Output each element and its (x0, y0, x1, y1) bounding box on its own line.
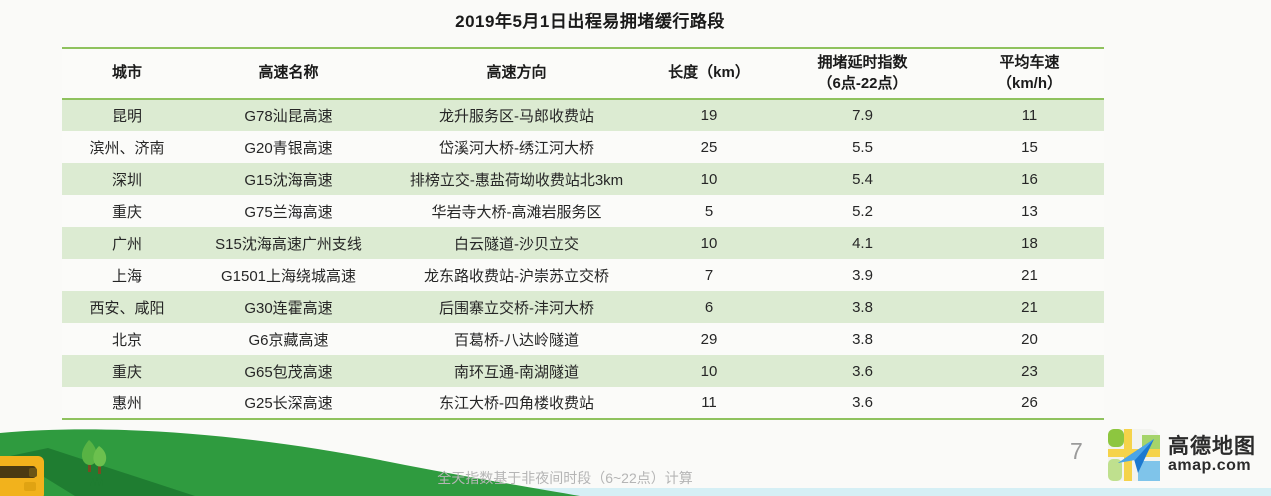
table-row: 重庆 G65包茂高速 南环互通-南湖隧道 10 3.6 23 (62, 355, 1104, 387)
table-cell: 11 (701, 394, 717, 411)
table-cell: 滨州、济南 (89, 139, 165, 157)
table-cell: G6京藏高速 (248, 331, 329, 349)
congestion-table: 城市 高速名称 高速方向 长度（km） 拥堵延时指数 （6点-22点） 平均车速 (62, 47, 1104, 420)
table-cell: 10 (700, 234, 718, 252)
table-cell: 19 (700, 107, 718, 124)
water-strip-decoration (0, 488, 1271, 496)
table-cell: 10 (700, 170, 718, 188)
table-row: 深圳 G15沈海高速 排榜立交-惠盐荷坳收费站北3km 10 5.4 16 (62, 163, 1104, 195)
table-cell: 3.6 (852, 394, 873, 411)
table-cell: 5.2 (852, 202, 873, 220)
brand-name: 高德地图 (1168, 434, 1256, 458)
table-cell: 21 (1021, 298, 1038, 316)
table-cell: 惠州 (111, 395, 142, 412)
table-cell: G1501上海绕城高速 (220, 267, 357, 285)
page-number: 7 (1070, 438, 1083, 464)
table-row: 重庆 G75兰海高速 华岩寺大桥-高滩岩服务区 5 5.2 13 (62, 195, 1104, 227)
col-header-highway-name: 高速名称 (258, 64, 319, 82)
brand-logo: 高德地图 amap.com (1108, 429, 1256, 481)
table-cell: 3.8 (852, 298, 873, 316)
table-cell: 18 (1021, 234, 1038, 252)
table-cell: 白云隧道-沙贝立交 (454, 235, 579, 253)
hill-shape (0, 429, 580, 496)
table-row: 北京 G6京藏高速 百葛桥-八达岭隧道 29 3.8 20 (62, 323, 1104, 355)
col-header-delay-index: 拥堵延时指数 （6点-22点） (817, 54, 908, 92)
table-cell: 15 (1021, 138, 1038, 156)
table-row: 滨州、济南 G20青银高速 岱溪河大桥-绣江河大桥 25 5.5 15 (62, 131, 1104, 163)
table-cell: 7.9 (852, 107, 873, 124)
table-cell: 排榜立交-惠盐荷坳收费站北3km (409, 171, 624, 189)
table-row: 上海 G1501上海绕城高速 龙东路收费站-沪崇苏立交桥 7 3.9 21 (62, 259, 1104, 291)
hill-scene-illustration (0, 429, 580, 496)
col-header-city: 城市 (111, 64, 142, 82)
table-cell: 23 (1021, 362, 1038, 380)
table-cell: G78汕昆高速 (244, 108, 333, 125)
table-cell: 西安、咸阳 (89, 299, 165, 317)
car-icon (0, 456, 44, 496)
table-cell: 龙升服务区-马郎收费站 (439, 108, 594, 125)
table-cell: 26 (1021, 394, 1038, 411)
table-cell: 华岩寺大桥-高滩岩服务区 (431, 203, 602, 221)
table-cell: 南环互通-南湖隧道 (454, 363, 579, 381)
table-cell: 7 (704, 266, 714, 284)
brand-domain: amap.com (1168, 456, 1252, 474)
brand-text: 高德地图 amap.com (1168, 434, 1256, 475)
table-header: 城市 高速名称 高速方向 长度（km） 拥堵延时指数 （6点-22点） 平均车速 (62, 48, 1104, 99)
table-cell: 11 (1021, 107, 1038, 124)
table-cell: G25长深高速 (244, 395, 333, 412)
table-cell: 广州 (111, 235, 142, 253)
table-cell: 深圳 (111, 171, 142, 189)
table-cell: 重庆 (111, 203, 142, 221)
table-cell: 北京 (111, 331, 142, 349)
table-cell: 5.5 (852, 138, 873, 156)
table-cell: 10 (700, 362, 718, 380)
table-cell: 25 (700, 138, 718, 156)
table-cell: G30连霍高速 (244, 299, 333, 317)
table-cell: 5 (704, 202, 714, 220)
col-header-avg-speed: 平均车速 （km/h） (996, 54, 1062, 92)
table-cell: S15沈海高速广州支线 (215, 235, 362, 253)
table-body: 昆明 G78汕昆高速 龙升服务区-马郎收费站 19 7.9 11 滨州、济南 G20青银高速 岱… (62, 99, 1104, 419)
table-row: 广州 S15沈海高速广州支线 白云隧道-沙贝立交 10 4.1 18 (62, 227, 1104, 259)
table-cell: G15沈海高速 (244, 171, 333, 189)
table-cell: 5.4 (852, 170, 873, 188)
table-cell: G75兰海高速 (244, 203, 333, 221)
table-row: 昆明 G78汕昆高速 龙升服务区-马郎收费站 19 7.9 11 (62, 99, 1104, 131)
table-cell: 4.1 (852, 234, 873, 252)
col-header-length: 长度（km） (668, 64, 750, 82)
table-cell: 龙东路收费站-沪崇苏立交桥 (424, 267, 609, 285)
footnote: 全天指数基于非夜间时段（6~22点）计算 (437, 470, 693, 486)
table-cell: 昆明 (111, 108, 142, 125)
tree-icon (81, 440, 107, 486)
table-cell: 16 (1021, 170, 1038, 188)
table-cell: G20青银高速 (244, 139, 333, 157)
table-cell: 3.8 (852, 330, 873, 348)
table-cell: 后围寨立交桥-沣河大桥 (439, 299, 594, 317)
table-cell: 上海 (111, 267, 142, 285)
table-cell: 21 (1021, 266, 1038, 284)
table-cell: 百葛桥-八达岭隧道 (454, 331, 579, 349)
table-cell: 29 (700, 330, 718, 348)
table-cell: 岱溪河大桥-绣江河大桥 (439, 139, 594, 157)
table-cell: 东江大桥-四角楼收费站 (439, 395, 594, 412)
table-cell: 3.6 (852, 362, 873, 380)
table-cell: 3.9 (852, 266, 873, 284)
table-header-row: 城市 高速名称 高速方向 长度（km） 拥堵延时指数 （6点-22点） 平均车速 (62, 48, 1104, 99)
table-cell: G65包茂高速 (244, 363, 333, 381)
col-header-highway-direction: 高速方向 (486, 64, 547, 82)
car-shadow (10, 448, 195, 496)
table-cell: 20 (1021, 330, 1038, 348)
table-cell: 6 (704, 298, 714, 316)
grass-tuft (90, 477, 103, 486)
table-cell: 重庆 (111, 363, 142, 381)
amap-logo-icon (1108, 429, 1160, 481)
table-row: 惠州 G25长深高速 东江大桥-四角楼收费站 11 3.6 26 (62, 387, 1104, 419)
table-cell: 13 (1021, 202, 1038, 220)
table-row: 西安、咸阳 G30连霍高速 后围寨立交桥-沣河大桥 6 3.8 21 (62, 291, 1104, 323)
page-title: 2019年5月1日出程易拥堵缓行路段 (455, 12, 725, 31)
